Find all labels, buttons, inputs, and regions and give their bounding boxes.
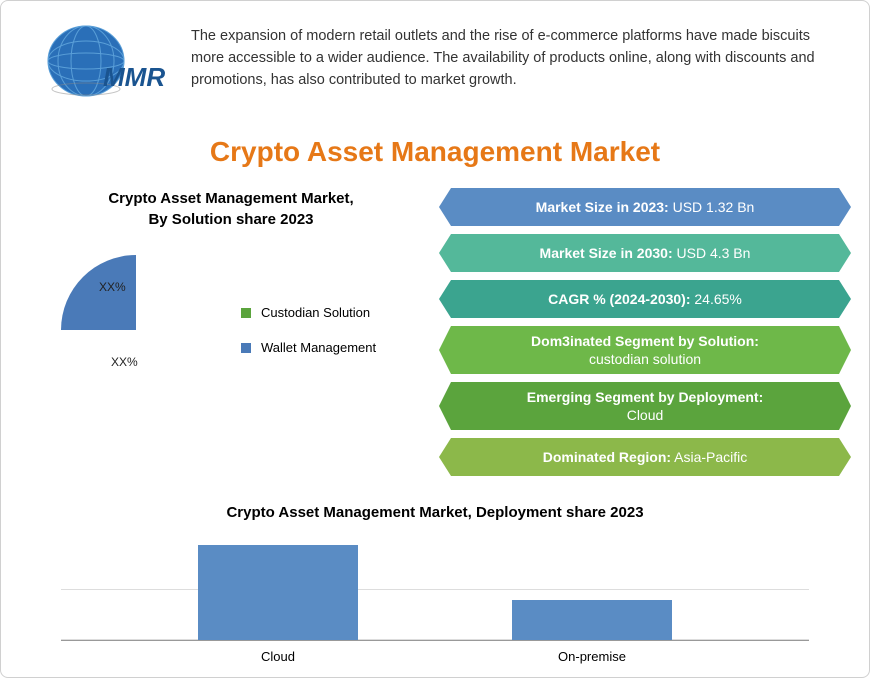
pie-slice-label-custodian: XX% [111,355,138,369]
logo-text: MMR [103,62,165,92]
pie-legend: Custodian Solution Wallet Management [241,285,376,375]
bar-chart-title: Crypto Asset Management Market, Deployme… [61,504,809,521]
legend-box-wallet [241,343,251,353]
stats-bands: Market Size in 2023: USD 1.32 Bn Market S… [451,188,839,484]
stat-band: Emerging Segment by Deployment:Cloud [451,382,839,430]
pie-chart-section: Crypto Asset Management Market, By Solut… [31,188,431,484]
stat-band: Dominated Region: Asia-Pacific [451,438,839,476]
legend-label: Wallet Management [261,340,376,355]
bar-chart-area [61,531,809,641]
pie-chart-title: Crypto Asset Management Market, By Solut… [31,188,431,230]
pie-slice-label-wallet: XX% [99,280,126,294]
mmr-logo: MMR [31,21,171,111]
main-title: Crypto Asset Management Market [1,136,869,168]
bar-chart-labels: Cloud On-premise [61,641,809,664]
bar-label: Cloud [198,649,358,664]
legend-item-custodian: Custodian Solution [241,305,376,320]
bar [198,545,358,640]
stat-band: Dom3inated Segment by Solution:custodian… [451,326,839,374]
pie-chart: XX% XX% [51,245,221,415]
stat-band: Market Size in 2023: USD 1.32 Bn [451,188,839,226]
stat-band: CAGR % (2024-2030): 24.65% [451,280,839,318]
bar-label: On-premise [512,649,672,664]
legend-label: Custodian Solution [261,305,370,320]
bar-chart-section: Crypto Asset Management Market, Deployme… [1,504,869,664]
legend-item-wallet: Wallet Management [241,340,376,355]
stat-band: Market Size in 2030: USD 4.3 Bn [451,234,839,272]
intro-paragraph: The expansion of modern retail outlets a… [191,21,839,111]
legend-box-custodian [241,308,251,318]
bar [512,600,672,640]
